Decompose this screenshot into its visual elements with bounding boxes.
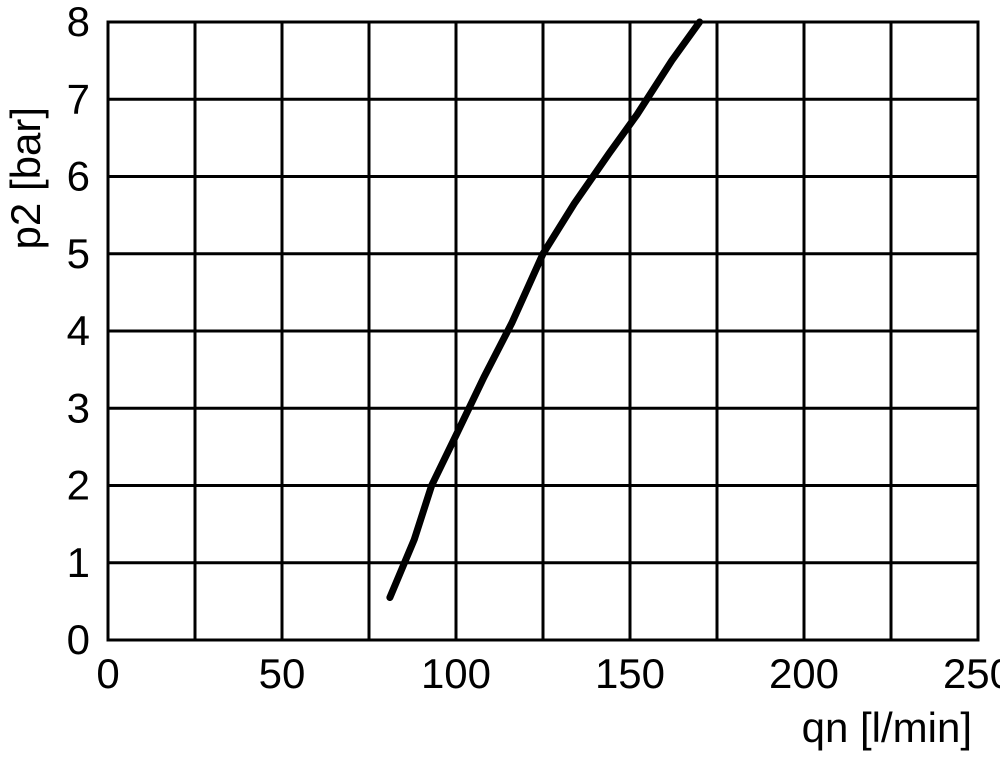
y-tick-label: 4 [67,307,90,354]
chart-background [0,0,1000,764]
y-tick-label: 0 [67,616,90,663]
y-tick-labels: 0 1 2 3 4 5 6 7 8 [67,0,90,663]
y-tick-label: 2 [67,462,90,509]
flow-pressure-chart: 0 50 100 150 200 250 0 1 2 3 4 5 6 7 8 p2 [bar] qn [l/mi… [0,0,1000,764]
y-tick-label: 5 [67,230,90,277]
x-tick-label: 100 [421,650,491,697]
y-tick-label: 6 [67,153,90,200]
y-tick-label: 3 [67,384,90,431]
x-tick-label: 0 [96,650,119,697]
chart-container: 0 50 100 150 200 250 0 1 2 3 4 5 6 7 8 p2 [bar] qn [l/mi… [0,0,1000,764]
y-tick-label: 7 [67,75,90,122]
y-tick-label: 1 [67,539,90,586]
y-tick-label: 8 [67,0,90,45]
x-tick-label: 200 [769,650,839,697]
y-axis-title: p2 [bar] [2,107,49,249]
x-tick-label: 50 [259,650,306,697]
x-tick-label: 150 [595,650,665,697]
x-axis-title: qn [l/min] [802,704,972,751]
x-tick-label: 250 [943,650,1000,697]
